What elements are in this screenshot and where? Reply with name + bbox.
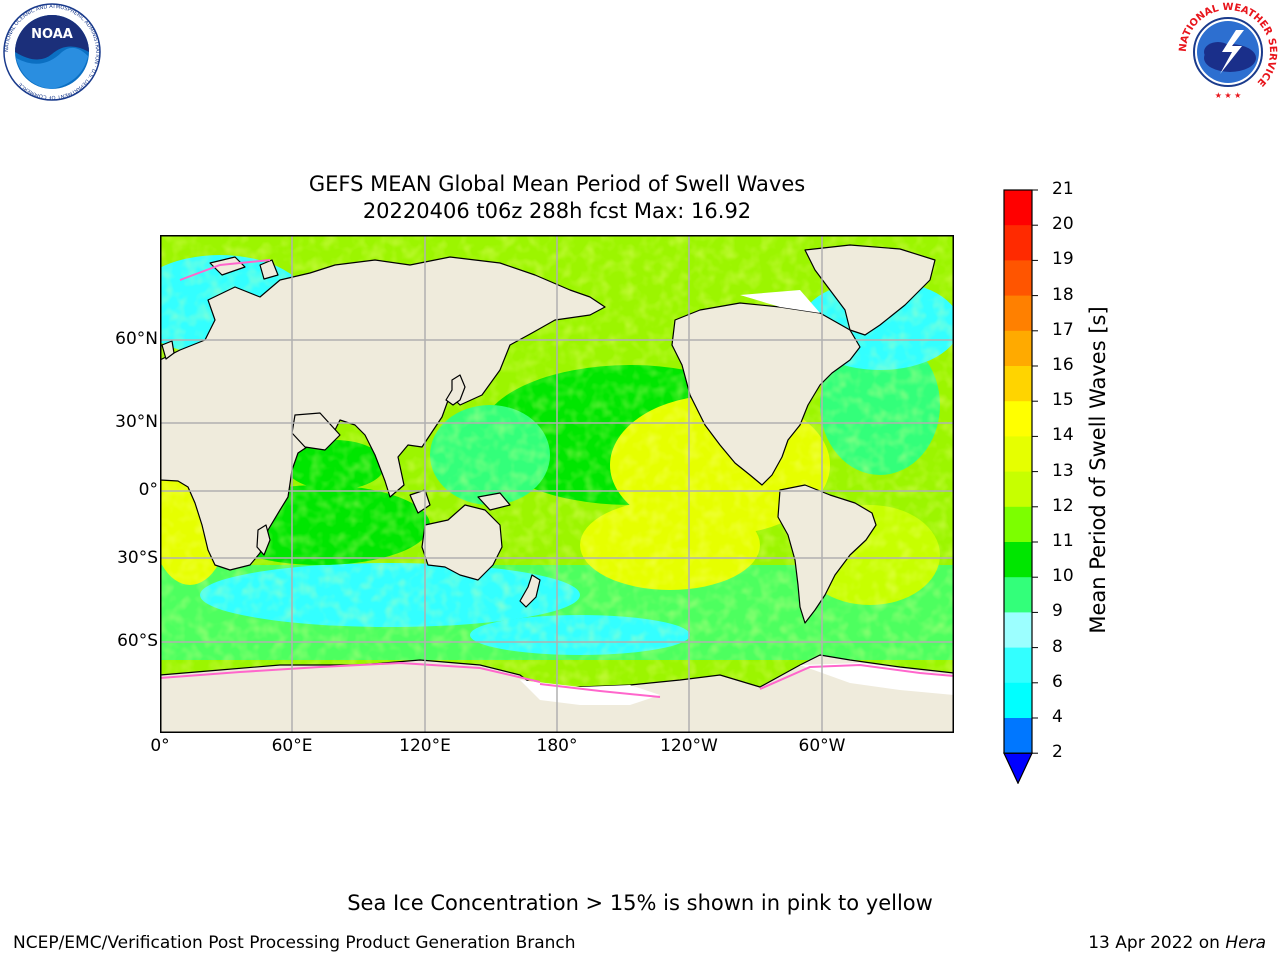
machine-name: Hera bbox=[1225, 933, 1266, 953]
map-canvas bbox=[160, 235, 954, 733]
lat-tick-label: 0° bbox=[138, 480, 158, 500]
new-zealand bbox=[519, 574, 541, 608]
map-panel bbox=[160, 235, 954, 733]
colorbar-swatch bbox=[1004, 436, 1032, 473]
gridlines bbox=[160, 235, 954, 733]
colorbar-tick-label: 10 bbox=[1052, 566, 1074, 587]
colorbar-swatch bbox=[1004, 612, 1032, 649]
colorbar-tick-label: 21 bbox=[1052, 179, 1074, 199]
colorbar-tick-label: 18 bbox=[1052, 284, 1074, 305]
colorbar-tick-label: 15 bbox=[1052, 390, 1074, 411]
colorbar-extend-triangle bbox=[1003, 752, 1033, 785]
colorbar-swatch bbox=[1004, 401, 1032, 437]
colorbar-swatch bbox=[1004, 260, 1032, 297]
svg-text:★ ★ ★: ★ ★ ★ bbox=[1215, 91, 1242, 100]
colorbar-swatch bbox=[1004, 718, 1032, 754]
colorbar-swatches bbox=[1003, 189, 1038, 785]
lon-tick-label: 60°W bbox=[798, 736, 846, 756]
lon-tick-label: 0° bbox=[150, 736, 170, 756]
colorbar-tick-label: 2 bbox=[1052, 742, 1063, 763]
lat-tick-label: 30°N bbox=[115, 412, 158, 432]
novaya-zemlya bbox=[259, 259, 279, 280]
colorbar-tick-label: 13 bbox=[1052, 460, 1074, 481]
madagascar bbox=[256, 524, 271, 556]
colorbar-swatch bbox=[1004, 471, 1032, 508]
colorbar-swatch bbox=[1004, 295, 1032, 332]
colorbar-swatch bbox=[1004, 682, 1032, 719]
date-prefix: 13 Apr 2022 on bbox=[1088, 933, 1226, 953]
noaa-logo: NOAA NATIONAL OCEANIC AND ATMOSPHERIC AD… bbox=[2, 2, 102, 102]
colorbar-tick-label: 20 bbox=[1052, 214, 1074, 235]
colorbar-swatch bbox=[1004, 506, 1032, 543]
lon-tick-label: 60°E bbox=[271, 736, 313, 756]
colorbar-tick-label: 9 bbox=[1052, 601, 1063, 622]
colorbar-swatch bbox=[1004, 647, 1032, 684]
nws-logo: NATIONAL WEATHER SERVICE ★ ★ ★ bbox=[1178, 2, 1278, 102]
lat-tick-label: 60°S bbox=[117, 631, 158, 651]
colorbar-tick-label: 6 bbox=[1052, 671, 1063, 692]
colorbar-tick-label: 14 bbox=[1052, 425, 1074, 446]
new-guinea bbox=[477, 492, 511, 511]
colorbar-swatch bbox=[1004, 225, 1032, 261]
ice-covered-areas bbox=[520, 290, 954, 705]
colorbar-swatch bbox=[1004, 577, 1032, 613]
sea-ice-edge bbox=[160, 259, 954, 698]
map-title-line1: GEFS MEAN Global Mean Period of Swell Wa… bbox=[308, 172, 806, 196]
lon-tick-label: 120°W bbox=[660, 736, 718, 756]
lon-tick-label: 180° bbox=[536, 736, 578, 756]
british-isles bbox=[161, 340, 175, 360]
south-america bbox=[777, 484, 877, 624]
generation-date: 13 Apr 2022 on Hera bbox=[1088, 933, 1266, 953]
sea-ice-note: Sea Ice Concentration > 15% is shown in … bbox=[347, 891, 933, 915]
colorbar-tick-label: 16 bbox=[1052, 355, 1074, 375]
greenland bbox=[804, 244, 936, 336]
australia bbox=[421, 504, 503, 581]
svg-text:NOAA: NOAA bbox=[31, 27, 73, 42]
north-america bbox=[671, 302, 861, 486]
map-frame bbox=[160, 235, 954, 733]
colorbar-swatch bbox=[1004, 190, 1032, 226]
arctic-islands bbox=[209, 256, 246, 276]
colorbar-swatch bbox=[1004, 330, 1032, 367]
lat-tick-label: 60°N bbox=[115, 329, 158, 349]
colorbar-tick-label: 17 bbox=[1052, 319, 1074, 340]
colorbar-swatch bbox=[1004, 542, 1032, 578]
colorbar-tick-label: 4 bbox=[1052, 707, 1063, 727]
japan bbox=[445, 374, 466, 406]
map-title-line2: 20220406 t06z 288h fcst Max: 16.92 bbox=[362, 199, 752, 223]
credit-text: NCEP/EMC/Verification Post Processing Pr… bbox=[13, 933, 576, 953]
colorbar-tick-label: 11 bbox=[1052, 531, 1074, 551]
colorbar-tick-label: 12 bbox=[1052, 495, 1074, 516]
colorbar bbox=[1000, 188, 1040, 785]
colorbar-tick-label: 8 bbox=[1052, 636, 1063, 657]
colorbar-title: Mean Period of Swell Waves [s] bbox=[1086, 306, 1110, 634]
lat-tick-label: 30°S bbox=[117, 548, 158, 568]
lon-tick-label: 120°E bbox=[399, 736, 451, 756]
colorbar-swatch bbox=[1004, 366, 1032, 402]
colorbar-tick-label: 19 bbox=[1052, 249, 1074, 270]
